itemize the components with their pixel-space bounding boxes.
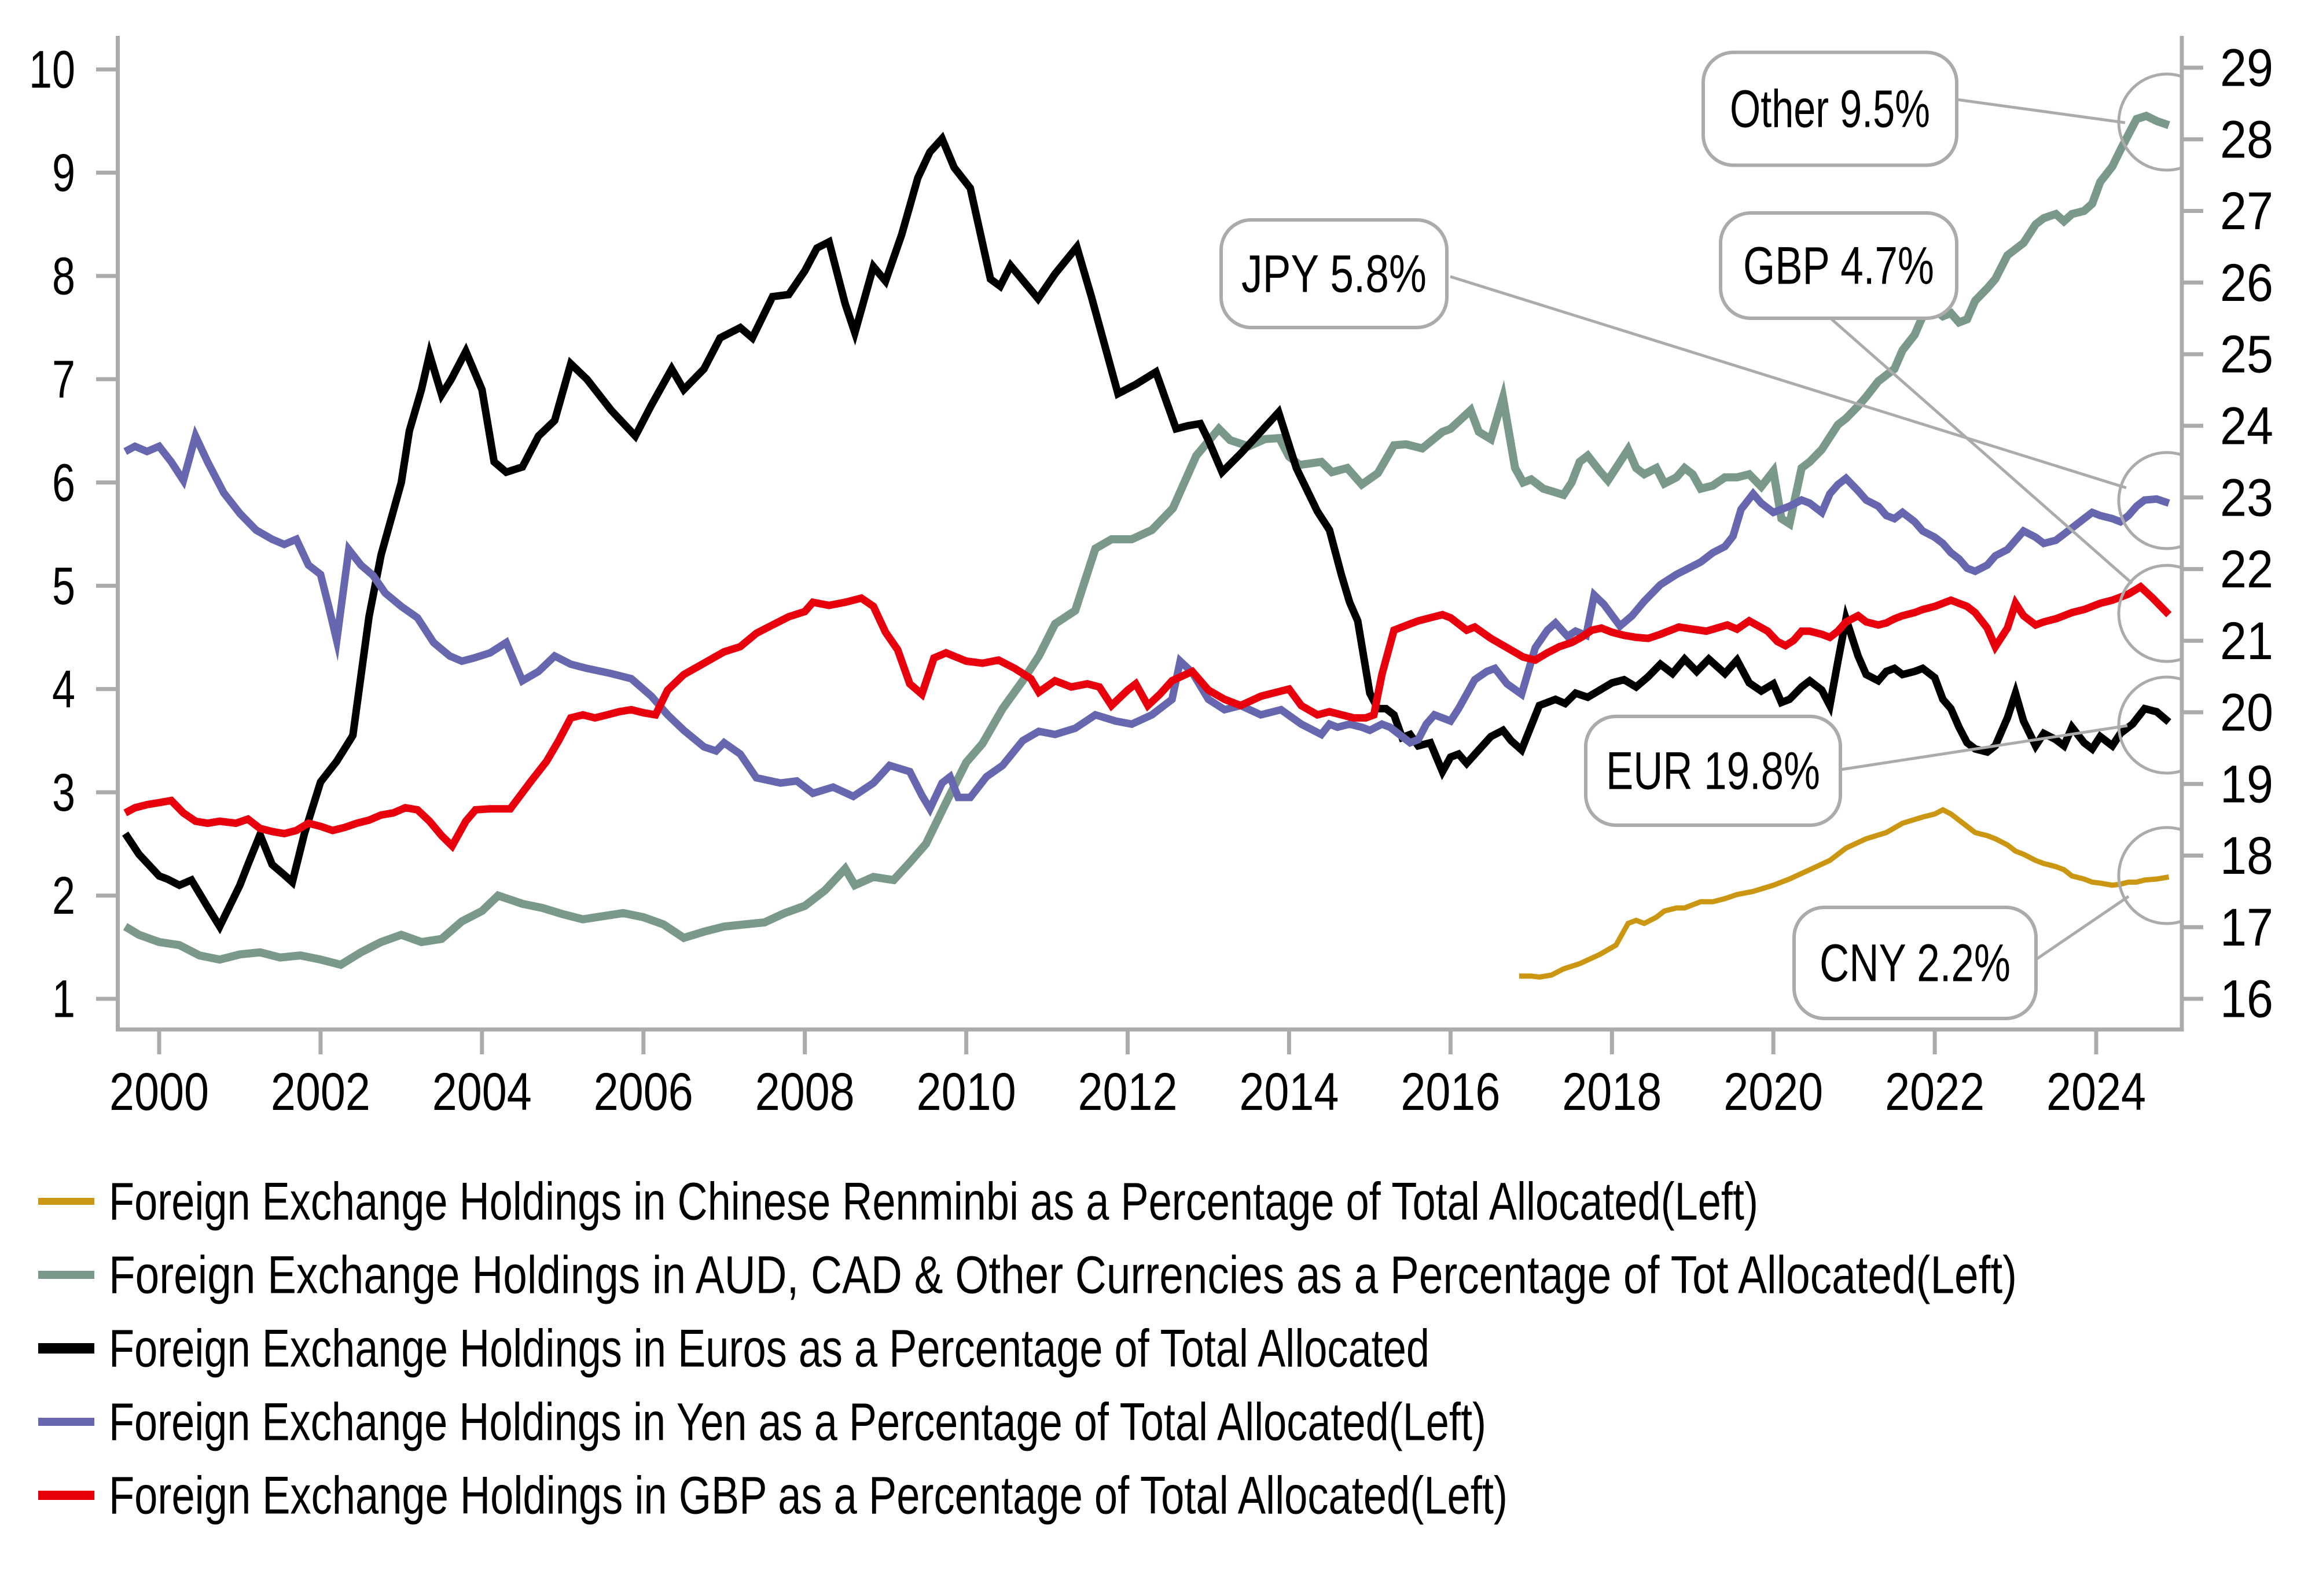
svg-text:1: 1 [52,970,75,1029]
svg-text:18: 18 [2220,826,2273,885]
svg-text:2012: 2012 [1078,1062,1178,1121]
svg-text:2008: 2008 [755,1062,855,1121]
svg-text:23: 23 [2220,468,2273,527]
svg-text:Foreign Exchange Holdings in G: Foreign Exchange Holdings in GBP as a Pe… [109,1466,1508,1525]
svg-text:2006: 2006 [594,1062,693,1121]
svg-text:2: 2 [52,866,75,925]
svg-text:9: 9 [52,144,75,203]
svg-text:Foreign Exchange Holdings in A: Foreign Exchange Holdings in AUD, CAD & … [109,1246,2017,1305]
svg-text:19: 19 [2220,755,2273,814]
svg-text:2024: 2024 [2046,1062,2146,1121]
svg-text:EUR 19.8%: EUR 19.8% [1606,742,1820,801]
svg-text:2004: 2004 [432,1062,532,1121]
svg-text:4: 4 [52,660,75,719]
svg-text:JPY 5.8%: JPY 5.8% [1241,245,1427,304]
svg-text:2014: 2014 [1239,1062,1339,1121]
svg-text:8: 8 [52,247,75,306]
svg-text:2018: 2018 [1562,1062,1662,1121]
svg-text:3: 3 [52,763,75,822]
svg-text:28: 28 [2220,110,2273,169]
svg-text:Foreign Exchange Holdings in C: Foreign Exchange Holdings in Chinese Ren… [109,1172,1758,1231]
svg-text:2022: 2022 [1885,1062,1984,1121]
svg-text:22: 22 [2220,540,2273,599]
svg-text:2010: 2010 [917,1062,1016,1121]
svg-text:29: 29 [2220,39,2273,98]
svg-text:6: 6 [52,453,75,512]
svg-text:21: 21 [2220,612,2273,671]
svg-text:2016: 2016 [1401,1062,1500,1121]
svg-text:Foreign Exchange Holdings in Y: Foreign Exchange Holdings in Yen as a Pe… [109,1393,1486,1452]
svg-text:2020: 2020 [1723,1062,1823,1121]
svg-text:GBP 4.7%: GBP 4.7% [1743,237,1934,296]
svg-text:CNY 2.2%: CNY 2.2% [1820,934,2011,993]
svg-text:2000: 2000 [109,1062,209,1121]
svg-text:Other 9.5%: Other 9.5% [1730,80,1930,139]
svg-text:25: 25 [2220,325,2273,384]
svg-text:7: 7 [52,350,75,409]
svg-text:10: 10 [29,41,75,100]
svg-text:2002: 2002 [271,1062,370,1121]
svg-text:26: 26 [2220,253,2273,312]
svg-text:20: 20 [2220,683,2273,742]
svg-text:27: 27 [2220,182,2273,241]
svg-text:17: 17 [2220,898,2273,957]
svg-text:Foreign Exchange Holdings in E: Foreign Exchange Holdings in Euros as a … [109,1319,1429,1378]
svg-text:16: 16 [2220,970,2273,1029]
svg-text:5: 5 [52,557,75,616]
svg-text:24: 24 [2220,397,2273,456]
